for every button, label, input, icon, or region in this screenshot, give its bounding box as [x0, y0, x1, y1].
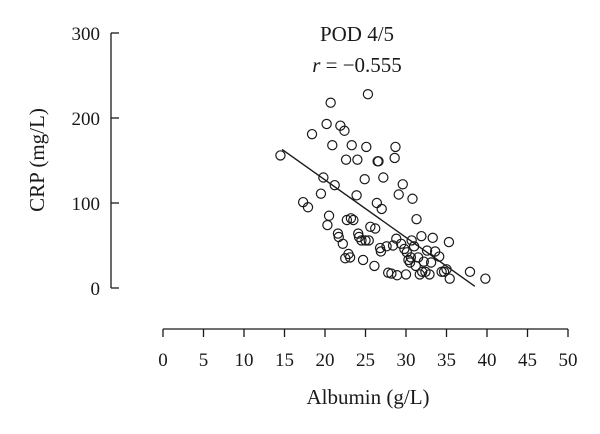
x-tick-label: 45 [518, 350, 537, 371]
x-tick-label: 40 [478, 350, 497, 371]
x-axis: 0 5 10 15 20 25 30 35 40 45 50 [158, 328, 578, 371]
data-point [407, 193, 418, 204]
data-point [403, 254, 414, 266]
data-point [339, 125, 350, 136]
data-point [397, 179, 408, 190]
data-point [376, 203, 387, 215]
data-point [395, 238, 407, 249]
y-tick-label: 300 [72, 24, 101, 45]
data-point [386, 268, 397, 279]
x-tick-label: 35 [437, 350, 456, 371]
data-point [406, 235, 417, 246]
data-point [416, 230, 427, 242]
data-point [346, 139, 357, 151]
data-point [359, 173, 370, 185]
data-point [297, 196, 309, 208]
data-point [345, 213, 357, 224]
data-point [404, 257, 416, 268]
x-tick-label: 15 [275, 350, 294, 371]
y-axis: 0 100 200 300 [72, 24, 119, 300]
x-tick-label: 25 [356, 350, 375, 371]
data-point [399, 243, 410, 255]
data-point [302, 202, 314, 213]
data-point [418, 256, 430, 267]
data-point [414, 269, 425, 280]
data-point [436, 266, 447, 278]
correlation-annotation: r = −0.555 [312, 53, 402, 77]
data-point [421, 245, 433, 256]
annotation-title: POD 4/5 [320, 22, 394, 46]
data-points [275, 88, 491, 284]
data-point [356, 235, 367, 246]
data-point [275, 150, 286, 161]
data-point [400, 269, 412, 280]
data-point [315, 188, 327, 199]
data-point [353, 231, 365, 243]
x-tick-label: 0 [158, 350, 168, 371]
data-point [321, 118, 332, 130]
data-point [405, 252, 417, 263]
data-point [337, 238, 349, 249]
data-point [344, 252, 356, 263]
data-point [427, 232, 438, 244]
data-point [425, 257, 437, 268]
x-tick-label: 50 [559, 350, 578, 371]
data-point [322, 219, 333, 231]
correlation-value: = −0.555 [320, 53, 401, 77]
y-tick-label: 200 [72, 109, 101, 130]
data-point [360, 235, 371, 246]
data-point [351, 190, 362, 201]
data-point [373, 156, 384, 167]
x-tick-label: 20 [316, 350, 335, 371]
data-point [378, 172, 389, 183]
data-point [393, 189, 404, 200]
data-point [464, 266, 476, 278]
data-point [369, 260, 380, 272]
data-point [387, 240, 399, 251]
data-point [411, 213, 422, 225]
data-point [340, 154, 352, 165]
data-point [365, 221, 376, 232]
x-tick-label: 5 [199, 350, 209, 371]
data-point [361, 141, 372, 153]
y-axis-title: CRP (mg/L) [25, 108, 49, 212]
fit-line-group [281, 148, 476, 287]
data-point [318, 172, 329, 183]
data-point [391, 270, 403, 281]
correlation-symbol: r [312, 53, 321, 77]
data-point [389, 152, 400, 164]
annotation: POD 4/5 r = −0.555 [312, 22, 402, 77]
data-point [348, 214, 359, 226]
data-point [381, 241, 392, 252]
data-point [329, 179, 340, 191]
data-point [362, 88, 374, 100]
data-point [371, 197, 383, 209]
data-point [390, 141, 401, 153]
data-point [352, 154, 363, 165]
x-tick-label: 10 [235, 350, 254, 371]
data-point [443, 236, 455, 248]
data-point [375, 246, 387, 257]
y-tick-label: 100 [72, 194, 101, 215]
data-point [424, 269, 435, 280]
data-point [417, 266, 428, 278]
data-point [327, 139, 338, 151]
data-point [325, 97, 336, 108]
data-point [306, 128, 318, 140]
data-point [438, 266, 450, 278]
data-point [363, 235, 374, 246]
x-tick-label: 30 [397, 350, 416, 371]
data-point [444, 273, 455, 284]
data-point [323, 210, 335, 221]
x-axis-title: Albumin (g/L) [306, 385, 429, 409]
data-point [357, 254, 369, 266]
regression-line [281, 148, 476, 287]
data-point [370, 223, 381, 234]
data-point [480, 273, 491, 284]
y-tick-label: 0 [91, 279, 101, 300]
